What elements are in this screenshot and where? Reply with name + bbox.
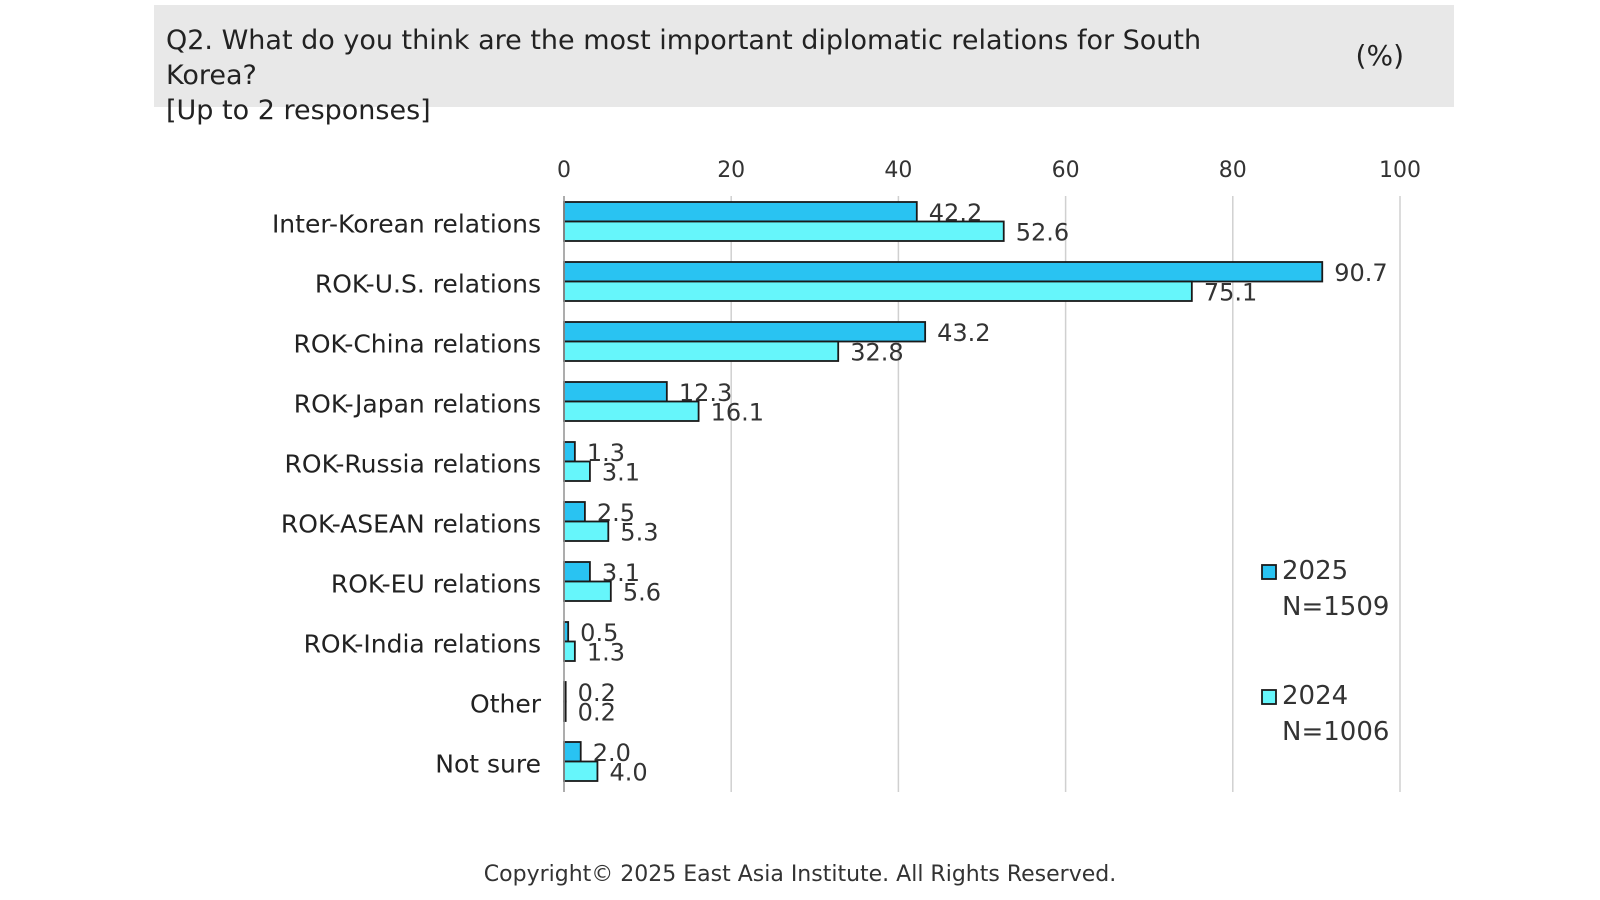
category-label: ROK-India relations [304, 630, 541, 659]
category-label: Not sure [435, 750, 541, 779]
bar-2025 [563, 741, 582, 763]
bar-2024 [563, 640, 576, 662]
legend-swatch-2024 [1261, 689, 1277, 705]
data-label-2024: 5.6 [623, 578, 661, 606]
data-label-2025: 2.0 [593, 739, 631, 767]
data-label-2025: 1.3 [587, 439, 625, 467]
data-label-2025: 0.5 [580, 619, 618, 647]
question-line-2: [Up to 2 responses] [166, 95, 431, 126]
question-header: Q2. What do you think are the most impor… [154, 5, 1454, 126]
bar-2024 [563, 280, 1193, 302]
bar-2025 [563, 441, 576, 463]
data-label-2024: 5.3 [620, 518, 658, 546]
data-label-2024: 52.6 [1016, 218, 1069, 246]
legend-swatch-2025 [1261, 564, 1277, 580]
category-label: Inter-Korean relations [272, 210, 541, 239]
x-tick-label: 40 [884, 158, 912, 183]
data-label-2025: 90.7 [1334, 259, 1387, 287]
bar-2024 [563, 220, 1005, 242]
data-label-2024: 75.1 [1204, 278, 1257, 306]
question-text: Q2. What do you think are the most impor… [166, 23, 1286, 128]
x-tick-label: 20 [717, 158, 745, 183]
bar-2024 [563, 340, 840, 362]
data-label-2025: 43.2 [937, 319, 990, 347]
bar-2024 [563, 460, 591, 482]
x-tick-label: 0 [557, 158, 571, 183]
data-label-2024: 4.0 [609, 758, 647, 786]
category-label: Other [470, 690, 542, 719]
bar-2024 [563, 760, 599, 782]
data-label-2024: 1.3 [587, 638, 625, 666]
category-label: ROK-Russia relations [285, 450, 541, 479]
data-label-2024: 3.1 [602, 458, 640, 486]
bar-2024 [563, 520, 610, 542]
x-tick-label: 80 [1219, 158, 1247, 183]
x-tick-label: 100 [1379, 158, 1421, 183]
legend-sample-2025: N=1509 [1282, 592, 1389, 622]
question-line-1: Q2. What do you think are the most impor… [166, 25, 1202, 91]
data-label-2024: 0.2 [578, 698, 616, 726]
x-tick-label: 60 [1052, 158, 1080, 183]
legend-sample-2024: N=1006 [1282, 717, 1389, 747]
data-label-2024: 32.8 [850, 338, 903, 366]
category-label: ROK-China relations [294, 330, 542, 359]
category-label: ROK-EU relations [331, 570, 541, 599]
category-label: ROK-ASEAN relations [281, 510, 541, 539]
data-label-2024: 16.1 [711, 398, 764, 426]
bar-2024 [563, 580, 612, 602]
bar-2025 [563, 501, 586, 523]
data-label-2025: 0.2 [578, 679, 616, 707]
bar-2025 [563, 561, 591, 583]
legend-label-2025: 2025 [1282, 556, 1348, 586]
bar-2024 [563, 400, 700, 422]
copyright-footer: Copyright© 2025 East Asia Institute. All… [483, 862, 1117, 887]
bar-2025 [563, 381, 668, 403]
category-label: ROK-Japan relations [294, 390, 541, 419]
unit-label: (%) [1355, 39, 1404, 72]
legend-label-2024: 2024 [1282, 681, 1348, 711]
category-label: ROK-U.S. relations [315, 270, 541, 299]
bar-2025 [563, 201, 918, 223]
